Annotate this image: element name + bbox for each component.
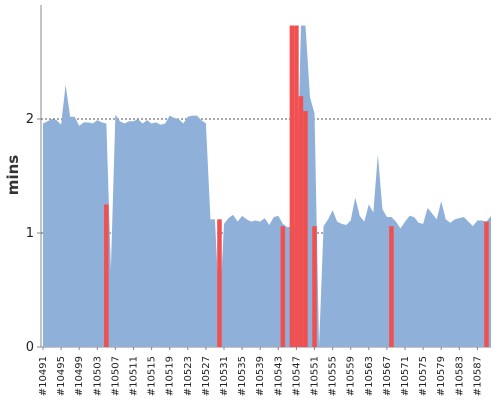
x-tick-label: #10547 bbox=[291, 356, 302, 396]
red-bar-10589 bbox=[484, 221, 489, 347]
series-layer bbox=[43, 25, 491, 348]
red-bar-10547 bbox=[294, 25, 299, 348]
x-tick-label: #10551 bbox=[310, 356, 321, 396]
x-tick-label: #10535 bbox=[237, 356, 248, 396]
red-bar-10549 bbox=[303, 111, 308, 348]
x-tick-label: #10527 bbox=[201, 356, 212, 396]
x-tick-label: #10499 bbox=[74, 356, 85, 396]
x-tick-label: #10555 bbox=[328, 356, 339, 396]
x-tick-label: #10507 bbox=[110, 356, 121, 396]
y-tick-label-1: 1 bbox=[26, 226, 34, 241]
x-tick-label: #10579 bbox=[436, 356, 447, 396]
red-bar-10546 bbox=[289, 25, 295, 348]
x-tick-label: #10519 bbox=[165, 356, 176, 396]
x-tick-label: #10495 bbox=[56, 356, 67, 396]
x-tick-label: #10575 bbox=[418, 356, 429, 396]
series-blue-area bbox=[43, 25, 491, 348]
red-bar-10568 bbox=[389, 226, 394, 347]
red-bar-10551 bbox=[312, 226, 317, 347]
y-axis-label: mins bbox=[4, 155, 22, 195]
y-axis-ticks: 0 1 2 bbox=[26, 112, 41, 355]
red-bar-10505 bbox=[104, 204, 109, 347]
x-tick-label: #10491 bbox=[38, 356, 49, 396]
x-tick-label: #10523 bbox=[183, 356, 194, 396]
x-tick-label: #10587 bbox=[472, 356, 483, 396]
x-tick-label: #10531 bbox=[219, 356, 230, 396]
x-tick-label: #10571 bbox=[400, 356, 411, 396]
x-tick-label: #10543 bbox=[273, 356, 284, 396]
x-tick-label: #10559 bbox=[346, 356, 357, 396]
x-tick-label: #10503 bbox=[92, 356, 103, 396]
x-tick-label: #10515 bbox=[147, 356, 158, 396]
x-tick-label: #10539 bbox=[255, 356, 266, 396]
red-bar-10544 bbox=[280, 226, 286, 347]
x-tick-label: #10563 bbox=[364, 356, 375, 396]
y-tick-label-0: 0 bbox=[26, 340, 34, 355]
y-tick-label-2: 2 bbox=[26, 112, 34, 127]
x-tick-label: #10583 bbox=[454, 356, 465, 396]
x-tick-label: #10567 bbox=[382, 356, 393, 396]
x-tick-label: #10511 bbox=[129, 356, 140, 396]
red-bar-10530 bbox=[217, 219, 222, 347]
red-bar-10548 bbox=[298, 96, 304, 347]
x-axis-ticks: #10491 #10495 #10499 #10503 #10507 #10511 #105… bbox=[38, 347, 483, 396]
